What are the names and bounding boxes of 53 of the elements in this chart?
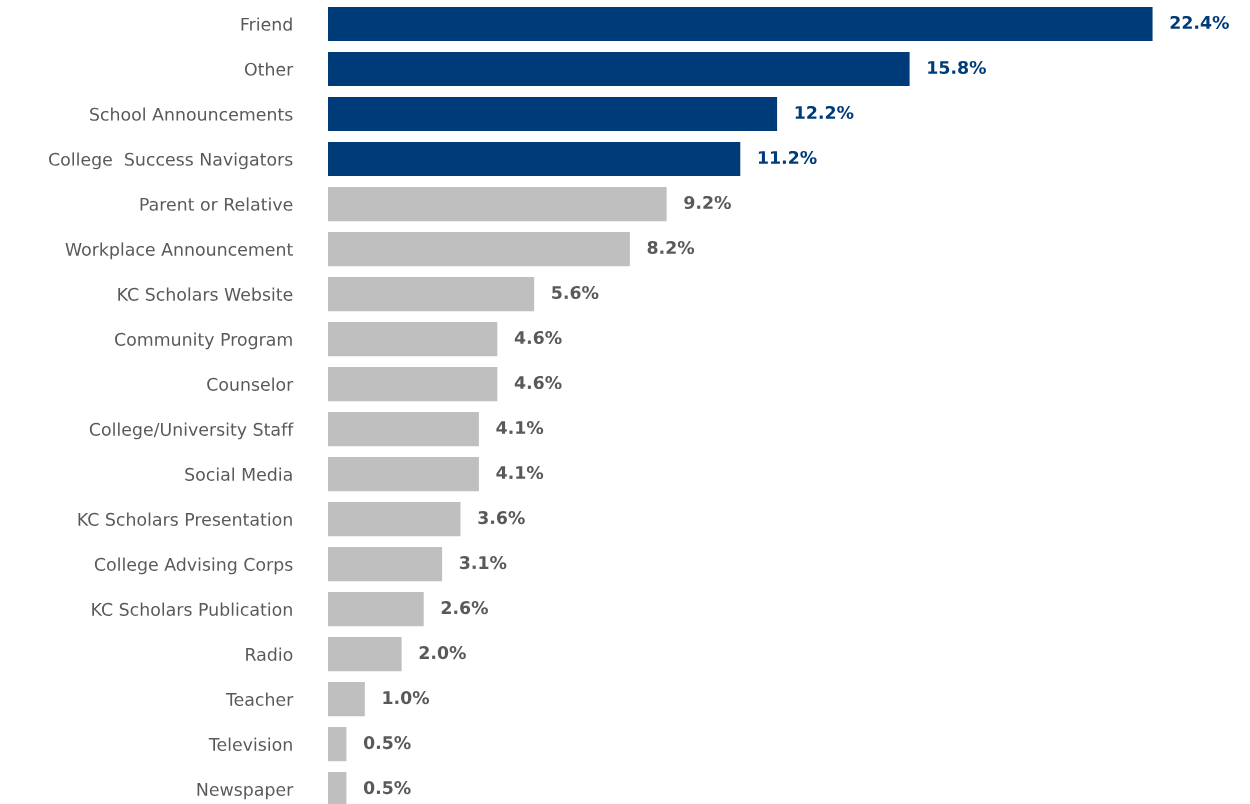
- bar: [328, 6, 1153, 42]
- y-tick-label: Community Program: [115, 332, 292, 350]
- y-tick-label: KC Scholars Website: [118, 287, 293, 301]
- y-tick-label: Social Media: [185, 467, 292, 481]
- y-tick-label: Parent or Relative: [140, 197, 293, 211]
- data-label: 11.2%: [758, 150, 817, 165]
- y-tick-label: College/University Staff: [89, 422, 294, 440]
- bar: [328, 456, 479, 492]
- y-tick-label: School Announcements: [90, 107, 293, 121]
- data-label: 22.4%: [1170, 15, 1229, 30]
- y-tick-label: Television: [208, 737, 292, 751]
- bar: [328, 637, 402, 672]
- data-label: 12.2%: [795, 105, 854, 120]
- data-label: 2.6%: [441, 601, 488, 615]
- data-label: 3.1%: [459, 556, 507, 570]
- y-tick-label: Teacher: [225, 692, 294, 706]
- y-tick-label: Newspaper: [197, 783, 294, 800]
- bar: [328, 592, 424, 627]
- data-label: 4.1%: [496, 420, 544, 435]
- data-label: 2.0%: [419, 646, 466, 660]
- y-tick-label: College Advising Corps: [94, 557, 293, 575]
- bar: [328, 51, 910, 87]
- data-label: 4.6%: [514, 375, 562, 390]
- bar: [328, 96, 778, 132]
- y-tick-label: College Success Navigators: [49, 152, 293, 170]
- bar: [328, 682, 365, 717]
- bar: [328, 411, 479, 447]
- data-label: 3.6%: [478, 511, 525, 525]
- y-tick-label: KC Scholars Presentation: [78, 512, 292, 526]
- y-tick-label: Counselor: [207, 377, 294, 391]
- bar: [328, 231, 630, 267]
- bar: [328, 186, 667, 222]
- bar: [328, 547, 443, 582]
- bar: [328, 276, 535, 312]
- y-tick-label: Workplace Announcement: [65, 242, 293, 260]
- data-label: 4.1%: [496, 465, 544, 480]
- data-label: 0.5%: [363, 736, 411, 750]
- y-tick-label: Other: [244, 62, 294, 76]
- data-label: 1.0%: [383, 691, 430, 705]
- data-label: 15.8%: [928, 60, 986, 75]
- bar: [328, 501, 461, 537]
- data-label: 5.6%: [552, 285, 599, 300]
- data-label: 4.6%: [514, 330, 562, 345]
- data-label: 8.2%: [647, 240, 695, 255]
- bar: [328, 321, 498, 357]
- bar: [328, 366, 498, 402]
- bar: [328, 727, 347, 762]
- data-label: 0.5%: [363, 781, 411, 795]
- y-tick-label: Friend: [241, 17, 292, 31]
- y-tick-label: KC Scholars Publication: [92, 602, 292, 616]
- bar: [328, 141, 741, 177]
- data-label: 9.2%: [684, 195, 731, 210]
- y-tick-label: Radio: [246, 647, 293, 661]
